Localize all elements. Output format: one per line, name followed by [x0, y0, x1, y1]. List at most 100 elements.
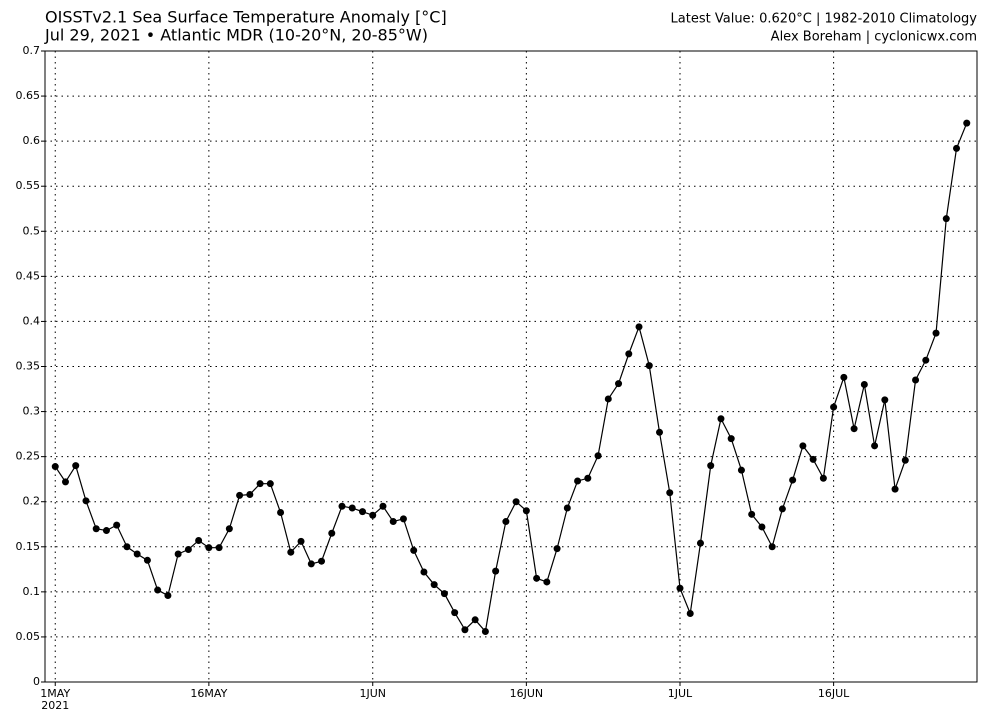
data-point — [297, 537, 305, 545]
data-point — [809, 455, 817, 463]
data-point — [205, 544, 213, 552]
data-point — [358, 508, 366, 516]
data-point — [830, 403, 838, 411]
data-point — [912, 376, 920, 384]
data-point — [881, 396, 889, 404]
x-tick-sublabel: 2021 — [41, 699, 69, 712]
data-point — [543, 578, 551, 586]
y-tick-label: 0 — [33, 675, 40, 688]
data-point — [236, 491, 244, 499]
data-point — [789, 476, 797, 484]
data-point — [399, 515, 407, 523]
data-point — [61, 478, 69, 486]
data-point — [338, 502, 346, 510]
data-point — [553, 545, 561, 553]
data-point — [625, 350, 633, 358]
annotation: Latest Value: 0.620°C | 1982-2010 Climat… — [671, 12, 978, 27]
chart-subtitle: Jul 29, 2021 • Atlantic MDR (10-20°N, 20… — [44, 26, 428, 45]
data-point — [502, 518, 510, 526]
data-point — [942, 215, 950, 223]
x-tick-label: 1JUL — [668, 687, 693, 700]
data-point — [696, 539, 704, 547]
data-point — [440, 590, 448, 598]
data-point — [563, 504, 571, 512]
data-point — [471, 616, 479, 624]
data-point — [461, 626, 469, 634]
data-point — [953, 144, 961, 152]
data-point — [871, 442, 879, 450]
data-point — [922, 356, 930, 364]
data-point — [195, 536, 203, 544]
data-point — [799, 442, 807, 450]
data-point — [860, 381, 868, 389]
data-point — [758, 523, 766, 531]
data-point — [963, 119, 971, 127]
y-tick-label: 0.4 — [23, 314, 41, 327]
data-point — [717, 415, 725, 423]
data-point — [737, 466, 745, 474]
data-point — [676, 584, 684, 592]
data-point — [369, 511, 377, 519]
data-point — [492, 567, 500, 575]
y-tick-label: 0.05 — [16, 630, 41, 643]
x-tick-label: 1JUN — [359, 687, 386, 700]
data-point — [635, 323, 643, 331]
data-point — [645, 362, 653, 370]
data-point — [72, 462, 80, 470]
data-point — [430, 581, 438, 589]
data-point — [184, 545, 192, 553]
data-point — [225, 525, 233, 533]
data-point — [768, 543, 776, 551]
data-point — [307, 560, 315, 568]
data-point — [891, 485, 899, 493]
data-point — [318, 557, 326, 565]
y-tick-label: 0.7 — [23, 44, 41, 57]
series-line — [54, 122, 968, 633]
data-point — [154, 586, 162, 594]
data-point — [656, 428, 664, 436]
data-point — [748, 510, 756, 518]
data-point — [113, 521, 121, 529]
data-point — [174, 550, 182, 558]
y-tick-label: 0.45 — [16, 269, 41, 282]
data-point — [727, 435, 735, 443]
data-point — [451, 609, 459, 617]
y-tick-label: 0.2 — [23, 495, 41, 508]
annotation: Alex Boreham | cyclonicwx.com — [771, 30, 977, 45]
y-tick-label: 0.55 — [16, 179, 41, 192]
data-point — [143, 556, 151, 564]
data-point — [604, 395, 612, 403]
data-point — [389, 518, 397, 526]
data-point — [481, 628, 489, 636]
data-point — [215, 544, 223, 552]
x-tick-label: 1MAY — [40, 687, 70, 700]
data-point — [287, 548, 295, 556]
data-point — [256, 480, 264, 488]
x-tick-label: 16JUL — [818, 687, 850, 700]
data-point — [164, 591, 172, 599]
data-point — [850, 425, 858, 433]
data-point — [348, 504, 356, 512]
data-point — [379, 502, 387, 510]
y-tick-label: 0.1 — [23, 585, 41, 598]
y-tick-label: 0.3 — [23, 405, 41, 418]
data-point — [246, 491, 254, 499]
data-point — [666, 489, 674, 497]
data-point — [410, 546, 418, 554]
data-point — [584, 474, 592, 482]
y-tick-label: 0.25 — [16, 450, 41, 463]
data-point — [574, 477, 582, 485]
data-point — [686, 609, 694, 617]
data-point — [266, 480, 274, 488]
data-point — [932, 329, 940, 337]
data-point — [594, 452, 602, 460]
data-point — [840, 373, 848, 381]
chart-title: OISSTv2.1 Sea Surface Temperature Anomal… — [45, 8, 447, 27]
y-tick-label: 0.5 — [23, 224, 41, 237]
data-point — [82, 497, 90, 505]
y-tick-label: 0.35 — [16, 360, 41, 373]
data-point — [533, 574, 541, 582]
data-point — [778, 505, 786, 513]
data-point — [707, 462, 715, 470]
